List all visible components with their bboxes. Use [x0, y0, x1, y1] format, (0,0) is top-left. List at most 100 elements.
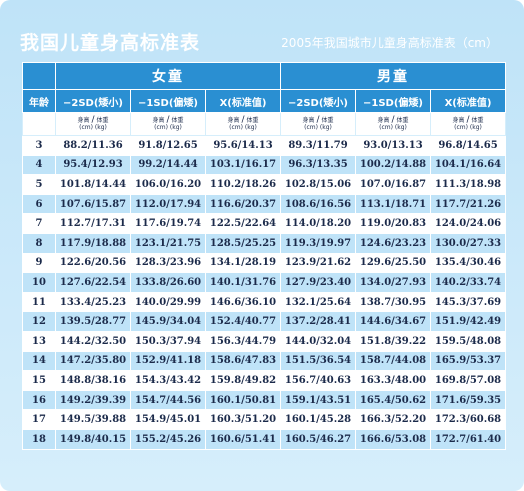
- value-cell: 116.6/20.37: [205, 193, 281, 215]
- unit-separator: /: [91, 115, 95, 125]
- table-row: 9 122.6/20.56 128.3/23.96 134.1/28.19 123.9/…: [22, 252, 506, 274]
- age-cell: 9: [22, 252, 56, 274]
- unit-weight-kg: (kg): [319, 124, 332, 131]
- value-cell: 160.1/45.28: [280, 409, 356, 430]
- value-cell: 107.6/15.87: [55, 193, 131, 215]
- value-cell: 111.3/18.98: [430, 174, 506, 195]
- unit-height: 身高: [152, 117, 165, 124]
- table-row: 12 139.5/28.77 145.9/34.04 152.4/40.77 137.2…: [22, 311, 506, 332]
- value-cell: 159.5/48.08: [430, 330, 506, 352]
- value-cell: 160.5/46.27: [280, 428, 356, 450]
- unit-height: 身高: [452, 117, 465, 124]
- unit-label: 身高 / 体重 (cm) (kg): [130, 112, 206, 136]
- value-cell: 146.6/36.10: [205, 291, 281, 313]
- age-cell: 15: [22, 370, 56, 391]
- value-cell: 149.2/39.39: [55, 389, 131, 411]
- value-cell: 166.3/52.20: [355, 409, 431, 430]
- table-row: 15 148.8/38.16 154.3/43.42 159.8/49.82 156.7…: [22, 370, 506, 391]
- unit-label: 身高 / 体重 (cm) (kg): [355, 112, 431, 136]
- value-cell: 123.9/21.62: [280, 252, 356, 274]
- value-cell: 148.8/38.16: [55, 370, 131, 391]
- value-cell: 171.6/59.35: [430, 389, 506, 411]
- age-column-header: 年龄: [22, 89, 56, 113]
- value-cell: 140.0/29.99: [130, 291, 206, 313]
- table-row: 16 149.2/39.39 154.7/44.56 160.1/50.81 159.1…: [22, 389, 506, 411]
- value-cell: 133.4/25.23: [55, 291, 131, 313]
- unit-height: 身高: [77, 117, 90, 124]
- value-cell: 96.3/13.35: [280, 154, 356, 176]
- value-cell: 89.3/11.79: [280, 135, 356, 156]
- unit-weight: 体重: [471, 117, 484, 124]
- age-cell: 16: [22, 389, 56, 411]
- age-cell: 18: [22, 428, 56, 450]
- table-row: 4 95.4/12.93 99.2/14.44 103.1/16.17 96.3/13.…: [22, 154, 506, 176]
- value-cell: 134.1/28.19: [205, 252, 281, 274]
- value-cell: 88.2/11.36: [55, 135, 131, 156]
- unit-height-cm: (cm): [454, 124, 468, 131]
- table-row: 18 149.8/40.15 155.2/45.26 160.6/51.41 160.5…: [22, 428, 506, 450]
- value-cell: 151.8/39.22: [355, 330, 431, 352]
- value-cell: 117.6/19.74: [130, 213, 206, 234]
- value-cell: 91.8/12.65: [130, 135, 206, 156]
- value-cell: 119.0/20.83: [355, 213, 431, 234]
- value-cell: 160.1/50.81: [205, 389, 281, 411]
- value-cell: 159.1/43.51: [280, 389, 356, 411]
- value-cell: 112.0/17.94: [130, 193, 206, 215]
- value-cell: 110.2/18.26: [205, 174, 281, 195]
- value-cell: 149.5/39.88: [55, 409, 131, 430]
- value-cell: 122.5/22.64: [205, 213, 281, 234]
- table-row: 17 149.5/39.88 154.9/45.01 160.3/51.20 160.1…: [22, 409, 506, 430]
- table-row: 3 88.2/11.36 91.8/12.65 95.6/14.13 89.3/11.7…: [22, 135, 506, 156]
- value-cell: 150.3/37.94: [130, 330, 206, 352]
- value-cell: 95.6/14.13: [205, 135, 281, 156]
- value-cell: 100.2/14.88: [355, 154, 431, 176]
- value-cell: 128.3/23.96: [130, 252, 206, 274]
- value-cell: 158.6/47.83: [205, 350, 281, 372]
- value-cell: 117.9/18.88: [55, 232, 131, 254]
- value-cell: 119.3/19.97: [280, 232, 356, 254]
- value-cell: 158.7/44.08: [355, 350, 431, 372]
- table-row: 5 101.8/14.44 106.0/16.20 110.2/18.26 102.8/…: [22, 174, 506, 195]
- age-cell: 4: [22, 154, 56, 176]
- column-header: −1SD(偏矮): [355, 89, 431, 113]
- unit-weight-kg: (kg): [169, 124, 182, 131]
- value-cell: 96.8/14.65: [430, 135, 506, 156]
- unit-separator: /: [466, 115, 470, 125]
- value-cell: 112.7/17.31: [55, 213, 131, 234]
- age-cell: 17: [22, 409, 56, 430]
- unit-height-cm: (cm): [379, 124, 393, 131]
- unit-height-cm: (cm): [154, 124, 168, 131]
- value-cell: 127.6/22.54: [55, 272, 131, 293]
- value-cell: 160.6/51.41: [205, 428, 281, 450]
- value-cell: 160.3/51.20: [205, 409, 281, 430]
- table-row: 10 127.6/22.54 133.8/26.60 140.1/31.76 127.9…: [22, 272, 506, 293]
- value-cell: 108.6/16.56: [280, 193, 356, 215]
- value-cell: 134.0/27.93: [355, 272, 431, 293]
- unit-label: 身高 / 体重 (cm) (kg): [280, 112, 356, 136]
- value-cell: 137.2/28.41: [280, 311, 356, 332]
- value-cell: 113.1/18.71: [355, 193, 431, 215]
- table-row: 14 147.2/35.80 152.9/41.18 158.6/47.83 151.5…: [22, 350, 506, 372]
- value-cell: 152.4/40.77: [205, 311, 281, 332]
- value-cell: 106.0/16.20: [130, 174, 206, 195]
- value-cell: 130.0/27.33: [430, 232, 506, 254]
- value-cell: 165.4/50.62: [355, 389, 431, 411]
- value-cell: 138.7/30.95: [355, 291, 431, 313]
- value-cell: 123.1/21.75: [130, 232, 206, 254]
- unit-spacer: [22, 112, 56, 136]
- value-cell: 154.7/44.56: [130, 389, 206, 411]
- value-cell: 104.1/16.64: [430, 154, 506, 176]
- value-cell: 132.1/25.64: [280, 291, 356, 313]
- value-cell: 151.9/42.49: [430, 311, 506, 332]
- column-header: X(标准值): [430, 89, 506, 113]
- age-cell: 14: [22, 350, 56, 372]
- age-cell: 8: [22, 232, 56, 254]
- unit-separator: /: [316, 115, 320, 125]
- table-row: 8 117.9/18.88 123.1/21.75 128.5/25.25 119.3/…: [22, 232, 506, 254]
- value-cell: 99.2/14.44: [130, 154, 206, 176]
- unit-weight-kg: (kg): [394, 124, 407, 131]
- unit-separator: /: [391, 115, 395, 125]
- value-cell: 139.5/28.77: [55, 311, 131, 332]
- value-cell: 163.3/48.00: [355, 370, 431, 391]
- value-cell: 149.8/40.15: [55, 428, 131, 450]
